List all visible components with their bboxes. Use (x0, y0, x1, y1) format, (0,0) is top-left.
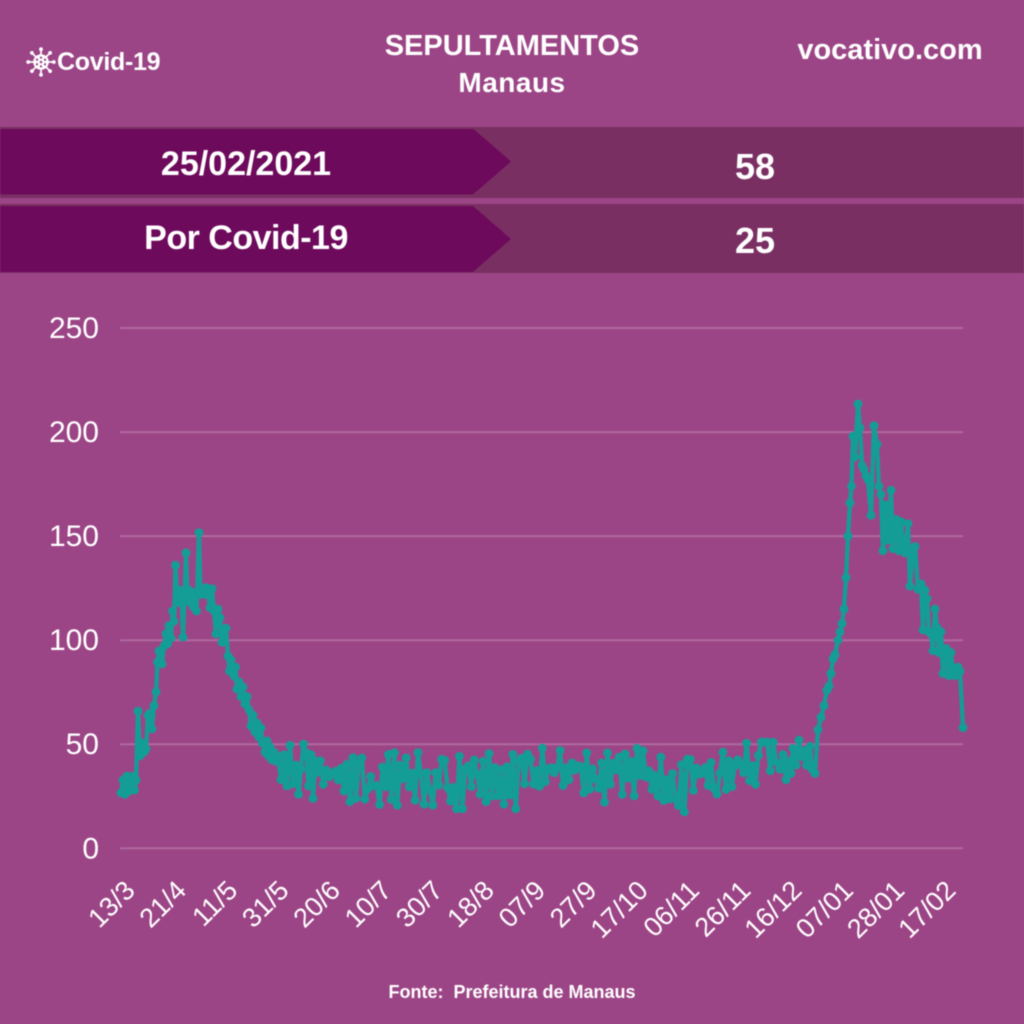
svg-text:28/01: 28/01 (841, 875, 910, 944)
svg-text:17/02: 17/02 (893, 875, 962, 944)
svg-text:16/12: 16/12 (739, 875, 808, 944)
svg-text:18/8: 18/8 (441, 875, 499, 933)
svg-text:150: 150 (49, 520, 99, 553)
svg-text:0: 0 (82, 832, 99, 865)
svg-text:21/4: 21/4 (134, 875, 192, 933)
svg-text:26/11: 26/11 (689, 875, 757, 943)
svg-text:07/9: 07/9 (493, 875, 551, 933)
svg-text:30/7: 30/7 (390, 875, 448, 933)
svg-text:13/3: 13/3 (82, 875, 140, 933)
svg-text:17/10: 17/10 (585, 875, 654, 944)
svg-text:250: 250 (49, 312, 99, 345)
svg-text:100: 100 (49, 624, 99, 657)
svg-text:20/6: 20/6 (288, 875, 346, 933)
svg-text:31/5: 31/5 (236, 875, 294, 933)
svg-text:200: 200 (49, 416, 99, 449)
svg-text:10/7: 10/7 (339, 875, 397, 933)
svg-text:07/01: 07/01 (790, 875, 859, 944)
svg-text:11/5: 11/5 (186, 875, 243, 932)
svg-text:50: 50 (66, 728, 99, 761)
svg-text:06/11: 06/11 (637, 875, 705, 943)
